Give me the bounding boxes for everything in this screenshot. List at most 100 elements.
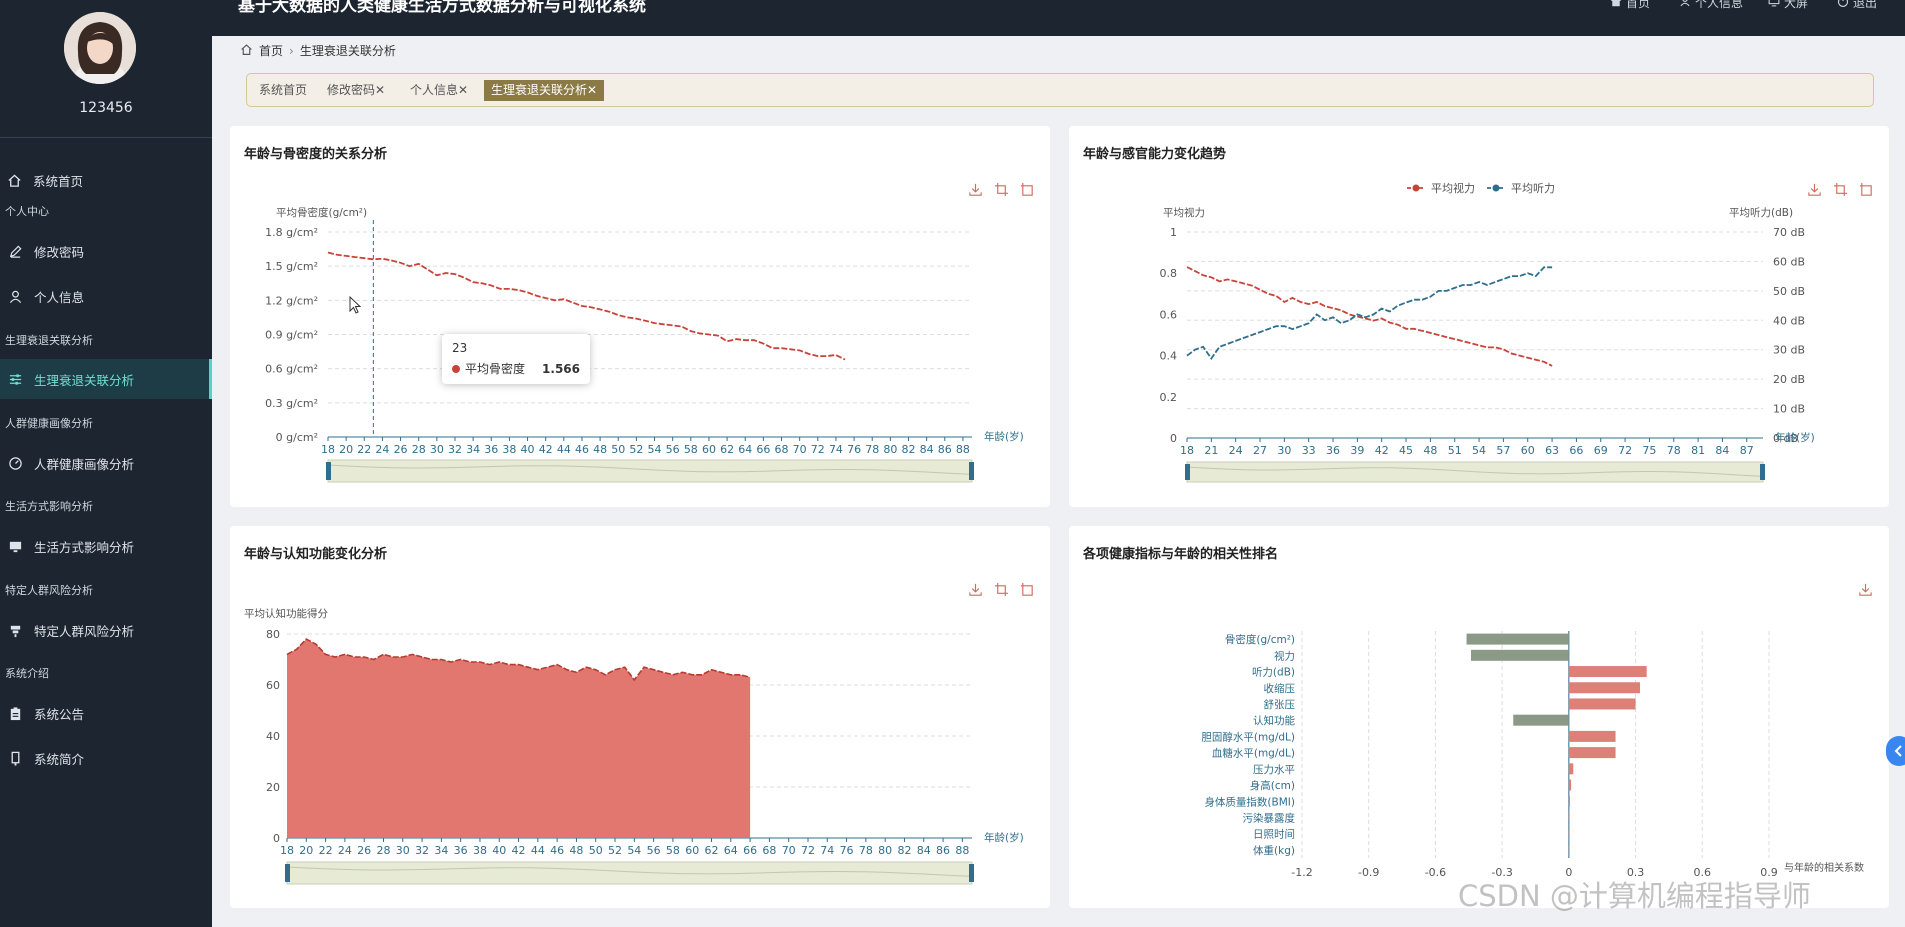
sidebar-item-physiology-analysis[interactable]: 生理衰退关联分析 bbox=[0, 359, 212, 399]
restore-icon[interactable] bbox=[1859, 182, 1874, 197]
zoom-select-icon[interactable] bbox=[994, 582, 1009, 597]
sidebar-item-health-portrait[interactable]: 人群健康画像分析 bbox=[0, 443, 212, 483]
x-tick-label: 36 bbox=[484, 443, 498, 456]
x-tick-label: 0.9 bbox=[1760, 866, 1778, 879]
download-icon[interactable] bbox=[968, 582, 983, 597]
close-icon[interactable]: ✕ bbox=[375, 83, 386, 97]
x-tick-label: 46 bbox=[550, 844, 564, 857]
x-tick-label: 84 bbox=[920, 443, 934, 456]
y-tick-label: 0.6 g/cm² bbox=[265, 363, 318, 376]
x-tick-label: -0.9 bbox=[1358, 866, 1379, 879]
top-header: 基于大数据的人类健康生活方式数据分析与可视化系统 首页 个人信息 大屏 退出 bbox=[212, 0, 1905, 36]
y-tick-label: 60 bbox=[266, 679, 280, 692]
sliders-icon bbox=[7, 371, 23, 387]
datazoom-track bbox=[286, 861, 973, 885]
header-link-home[interactable]: 首页 bbox=[1610, 0, 1650, 11]
x-tick-label: 64 bbox=[724, 844, 738, 857]
sidebar-item-announcements[interactable]: 系统公告 bbox=[0, 693, 212, 733]
breadcrumb-home[interactable]: 首页 bbox=[259, 44, 284, 58]
header-link-label: 个人信息 bbox=[1695, 0, 1744, 10]
category-label: 体重(kg) bbox=[1253, 844, 1295, 857]
download-icon[interactable] bbox=[1807, 182, 1822, 197]
y-right-tick-label: 0 dB bbox=[1773, 432, 1798, 445]
category-label: 胆固醇水平(mg/dL) bbox=[1201, 730, 1295, 743]
category-label: 骨密度(g/cm²) bbox=[1225, 633, 1295, 646]
home-icon bbox=[6, 172, 22, 188]
y-tick-label: 1.8 g/cm² bbox=[265, 226, 318, 239]
correlation-panel: 各项健康指标与年龄的相关性排名 -1.2 -0.9 -0.6 -0.3 0 0.3 0.6 0… bbox=[1069, 526, 1889, 908]
panel-title: 年龄与认知功能变化分析 bbox=[244, 547, 388, 562]
sidebar-item-profile[interactable]: 个人信息 bbox=[0, 276, 212, 316]
close-icon[interactable]: ✕ bbox=[458, 83, 469, 97]
user-icon bbox=[7, 288, 23, 304]
sidebar-item-lifestyle-impact[interactable]: 生活方式影响分析 bbox=[0, 526, 212, 566]
x-tick-label: 84 bbox=[917, 844, 931, 857]
restore-icon[interactable] bbox=[1020, 582, 1035, 597]
x-tick-label: 60 bbox=[685, 844, 699, 857]
datazoom-preview bbox=[286, 866, 973, 878]
restore-icon[interactable] bbox=[1020, 182, 1035, 197]
chevron-right-icon: › bbox=[289, 43, 294, 58]
sidebar-item-risk-groups[interactable]: 特定人群风险分析 bbox=[0, 610, 212, 650]
y-right-tick-label: 40 dB bbox=[1773, 314, 1805, 327]
x-tick-label: 24 bbox=[375, 443, 389, 456]
x-tick-label: 36 bbox=[1326, 444, 1340, 457]
cognition-chart[interactable]: 0 20 40 60 80 平均认知功能得分 18 20 22 24 26 28 30 32 34 36 38 4… bbox=[230, 526, 1050, 908]
home-icon bbox=[1610, 0, 1622, 10]
zoom-select-icon[interactable] bbox=[1833, 182, 1848, 197]
x-tick-label: 20 bbox=[339, 443, 353, 456]
bar-icon bbox=[7, 622, 23, 638]
sidebar-item-system-home[interactable]: 系统首页 bbox=[0, 160, 212, 200]
y-tick-label: 0 bbox=[273, 832, 280, 845]
tag-system-home[interactable]: 系统首页 bbox=[252, 80, 314, 101]
category-label: 视力 bbox=[1274, 649, 1295, 662]
y-left-tick-label: 0 bbox=[1170, 432, 1177, 445]
correlation-chart[interactable]: -1.2 -0.9 -0.6 -0.3 0 0.3 0.6 0.9 与年龄的相关系数 骨密度(g/… bbox=[1069, 526, 1889, 908]
header-link-logout[interactable]: 退出 bbox=[1837, 0, 1877, 11]
x-tick-label: 21 bbox=[1204, 444, 1218, 457]
sidebar-item-label: 生理衰退关联分析 bbox=[34, 372, 135, 388]
sidebar-item-change-password[interactable]: 修改密码 bbox=[0, 231, 212, 271]
collapse-toggle-button[interactable] bbox=[1886, 736, 1905, 766]
tag-physiology-analysis[interactable]: 生理衰退关联分析✕ bbox=[484, 80, 605, 101]
correlation-bar bbox=[1568, 844, 1570, 856]
sensory-trend-panel: 年龄与感官能力变化趋势 0 0.2 0.4 0.6 0.8 1 0 dB 10 dB 20 dB… bbox=[1069, 126, 1889, 507]
tooltip-header: 23 bbox=[452, 341, 468, 355]
x-tick-label: 30 bbox=[430, 443, 444, 456]
category-label: 舒张压 bbox=[1264, 698, 1296, 711]
series-dot bbox=[452, 364, 460, 373]
avatar[interactable] bbox=[64, 12, 136, 84]
sidebar-item-system-intro[interactable]: 系统简介 bbox=[0, 738, 212, 778]
series-area-cognition bbox=[287, 639, 751, 838]
header-link-bigscreen[interactable]: 大屏 bbox=[1768, 0, 1808, 11]
x-tick-label: 70 bbox=[782, 844, 796, 857]
y-tick-label: 1.2 g/cm² bbox=[265, 294, 318, 307]
x-tick-label: 60 bbox=[702, 443, 716, 456]
x-tick-label: 58 bbox=[666, 844, 680, 857]
edit-icon bbox=[7, 243, 23, 259]
x-tick-label: 34 bbox=[466, 443, 480, 456]
x-tick-label: 28 bbox=[376, 844, 390, 857]
zoom-select-icon[interactable] bbox=[994, 182, 1009, 197]
bone-density-chart[interactable]: 0 g/cm² 0.3 g/cm² 0.6 g/cm² 0.9 g/cm² 1.2 g/… bbox=[230, 126, 1050, 507]
x-tick-label: 46 bbox=[575, 443, 589, 456]
tag-change-password[interactable]: 修改密码✕ bbox=[320, 80, 392, 101]
download-icon[interactable] bbox=[1858, 582, 1873, 597]
x-tick-label: 18 bbox=[280, 844, 294, 857]
y-right-tick-label: 10 dB bbox=[1773, 403, 1805, 416]
header-link-profile[interactable]: 个人信息 bbox=[1679, 0, 1743, 11]
x-tick-label: 18 bbox=[1180, 444, 1194, 457]
x-tick-label: 26 bbox=[357, 844, 371, 857]
category-label: 认知功能 bbox=[1253, 714, 1295, 727]
tooltip-value: 1.566 bbox=[542, 361, 580, 376]
breadcrumb-current: 生理衰退关联分析 bbox=[299, 44, 396, 58]
header-link-label: 大屏 bbox=[1784, 0, 1809, 10]
close-icon[interactable]: ✕ bbox=[587, 83, 598, 97]
x-tick-label: 74 bbox=[820, 844, 834, 857]
x-tick-label: 58 bbox=[684, 443, 698, 456]
tag-profile[interactable]: 个人信息✕ bbox=[403, 80, 475, 101]
download-icon[interactable] bbox=[968, 182, 983, 197]
category-label: 身高(cm) bbox=[1250, 779, 1295, 792]
x-tick-label: 0.3 bbox=[1627, 866, 1645, 879]
